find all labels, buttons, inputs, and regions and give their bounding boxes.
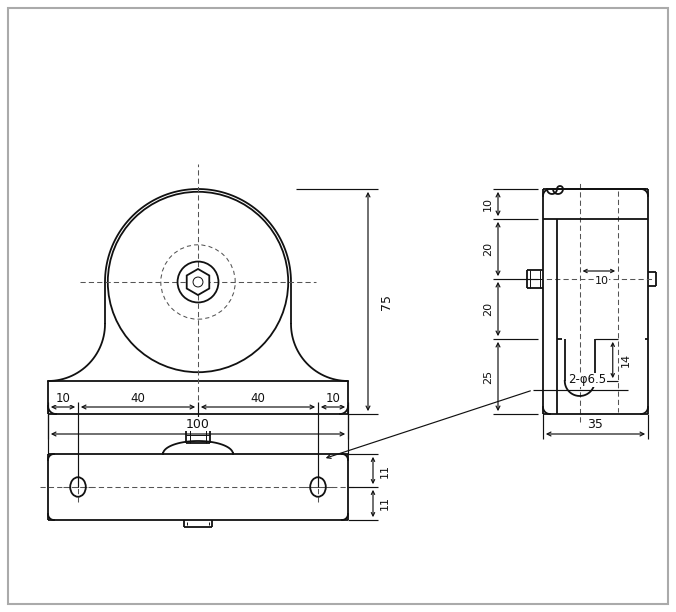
- Text: 75: 75: [379, 294, 393, 310]
- Text: 100: 100: [186, 417, 210, 430]
- Text: 11: 11: [380, 463, 390, 477]
- Text: 11: 11: [380, 496, 390, 510]
- Text: 40: 40: [130, 392, 145, 405]
- Text: 2-φ6.5: 2-φ6.5: [568, 373, 606, 387]
- Text: 10: 10: [483, 197, 493, 211]
- Text: 10: 10: [326, 392, 341, 405]
- Text: 25: 25: [483, 370, 493, 384]
- Polygon shape: [187, 269, 210, 295]
- Text: 14: 14: [621, 353, 631, 367]
- Text: 20: 20: [483, 242, 493, 256]
- Text: 20: 20: [483, 302, 493, 316]
- Text: 10: 10: [55, 392, 70, 405]
- Text: 10: 10: [595, 276, 609, 286]
- Text: 35: 35: [587, 417, 604, 430]
- Text: 40: 40: [251, 392, 266, 405]
